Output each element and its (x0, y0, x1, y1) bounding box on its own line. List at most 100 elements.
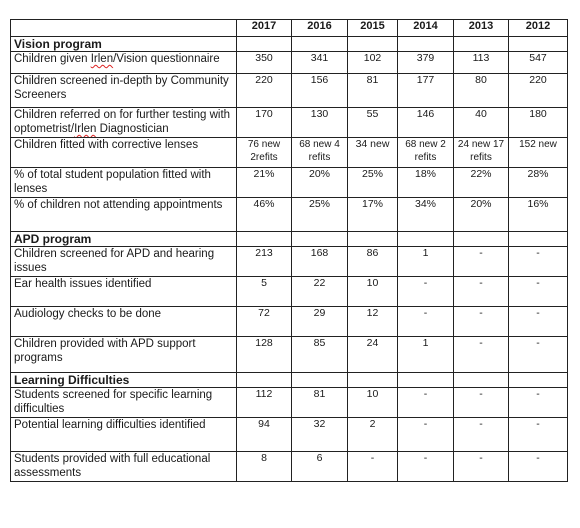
empty-cell (508, 231, 568, 247)
value-cell: 28% (508, 167, 568, 198)
value-cell: 72 (236, 306, 292, 337)
empty-cell (397, 36, 454, 52)
table-row: Children screened for APD and hearing is… (10, 246, 568, 277)
value-cell: 94 (236, 417, 292, 452)
value-cell: - (397, 451, 454, 482)
table-row: Children referred on for further testing… (10, 107, 568, 138)
table-row: Potential learning difficulties identifi… (10, 417, 568, 452)
value-cell: 5 (236, 276, 292, 307)
row-label-text: Students screened for specific learning … (14, 389, 213, 415)
value-cell: 34 new (347, 137, 398, 168)
value-cell: 22 (291, 276, 348, 307)
value-cell: 220 (508, 73, 568, 108)
value-cell: 68 new 4 refits (291, 137, 348, 168)
value-cell: 68 new 2 refits (397, 137, 454, 168)
value-cell: - (453, 246, 509, 277)
empty-cell (347, 372, 398, 388)
row-label: Ear health issues identified (10, 276, 237, 307)
value-cell: 547 (508, 51, 568, 74)
value-cell: - (508, 306, 568, 337)
row-label: % of total student population fitted wit… (10, 167, 237, 198)
row-label: Children screened in-depth by Community … (10, 73, 237, 108)
value-cell: 213 (236, 246, 292, 277)
row-label-text: Irlen (90, 53, 114, 65)
value-cell: 55 (347, 107, 398, 138)
empty-cell (453, 36, 509, 52)
value-cell: 112 (236, 387, 292, 418)
value-cell: 10 (347, 387, 398, 418)
table-row: Children screened in-depth by Community … (10, 73, 568, 108)
row-label: % of children not attending appointments (10, 197, 237, 232)
year-header: 2015 (347, 19, 398, 37)
value-cell: - (347, 451, 398, 482)
value-cell: 20% (453, 197, 509, 232)
value-cell: 81 (347, 73, 398, 108)
value-cell: - (453, 417, 509, 452)
value-cell: 350 (236, 51, 292, 74)
value-cell: 156 (291, 73, 348, 108)
value-cell: - (453, 387, 509, 418)
empty-cell (236, 36, 292, 52)
value-cell: 152 new (508, 137, 568, 168)
value-cell: 17% (347, 197, 398, 232)
row-label: Children provided with APD support progr… (10, 336, 237, 373)
value-cell: - (508, 451, 568, 482)
value-cell: 29 (291, 306, 348, 337)
section-title: Vision program (10, 36, 237, 52)
year-header: 2016 (291, 19, 348, 37)
value-cell: 6 (291, 451, 348, 482)
value-cell: 177 (397, 73, 454, 108)
statistics-table-container: 2017 2016 2015 2014 2013 2012 Vision pro… (10, 19, 568, 482)
value-cell: 22% (453, 167, 509, 198)
row-label-text: Potential learning difficulties identifi… (14, 419, 206, 431)
row-label: Children screened for APD and hearing is… (10, 246, 237, 277)
year-header: 2012 (508, 19, 568, 37)
table-row: Ear health issues identified 5 22 10- - - (10, 276, 568, 307)
value-cell: 10 (347, 276, 398, 307)
row-label: Students screened for specific learning … (10, 387, 237, 418)
empty-cell (508, 36, 568, 52)
section-title: Learning Difficulties (10, 372, 237, 388)
value-cell: - (508, 417, 568, 452)
year-header: 2017 (236, 19, 292, 37)
empty-cell (291, 36, 348, 52)
value-cell: - (397, 306, 454, 337)
table-row: Children given Irlen/Vision questionnair… (10, 51, 568, 74)
section-header-row: Learning Difficulties (10, 372, 568, 388)
value-cell: 2 (347, 417, 398, 452)
value-cell: 102 (347, 51, 398, 74)
value-cell: 113 (453, 51, 509, 74)
section-title: APD program (10, 231, 237, 247)
value-cell: 18% (397, 167, 454, 198)
year-header: 2013 (453, 19, 509, 37)
value-cell: 32 (291, 417, 348, 452)
value-cell: 25% (347, 167, 398, 198)
value-cell: 86 (347, 246, 398, 277)
section-header-row: APD program (10, 231, 568, 247)
value-cell: 76 new 2refits (236, 137, 292, 168)
value-cell: 1 (397, 336, 454, 373)
row-label: Children given Irlen/Vision questionnair… (10, 51, 237, 74)
table-row: Students screened for specific learning … (10, 387, 568, 418)
table-row: Children provided with APD support progr… (10, 336, 568, 373)
empty-cell (347, 231, 398, 247)
value-cell: - (508, 276, 568, 307)
row-label-text: /Vision questionnaire (113, 53, 220, 65)
table-row: Children fitted with corrective lenses 76… (10, 137, 568, 168)
row-label: Students provided with full educational … (10, 451, 237, 482)
value-cell: - (508, 336, 568, 373)
value-cell: - (508, 246, 568, 277)
value-cell: 379 (397, 51, 454, 74)
value-cell: 130 (291, 107, 348, 138)
value-cell: 341 (291, 51, 348, 74)
value-cell: - (453, 306, 509, 337)
row-label: Children fitted with corrective lenses (10, 137, 237, 168)
value-cell: 146 (397, 107, 454, 138)
value-cell: 21% (236, 167, 292, 198)
value-cell: 81 (291, 387, 348, 418)
empty-cell (291, 372, 348, 388)
empty-cell (508, 372, 568, 388)
row-label-text: Audiology checks to be done (14, 308, 162, 320)
value-cell: 24 new 17 refits (453, 137, 509, 168)
value-cell: 85 (291, 336, 348, 373)
